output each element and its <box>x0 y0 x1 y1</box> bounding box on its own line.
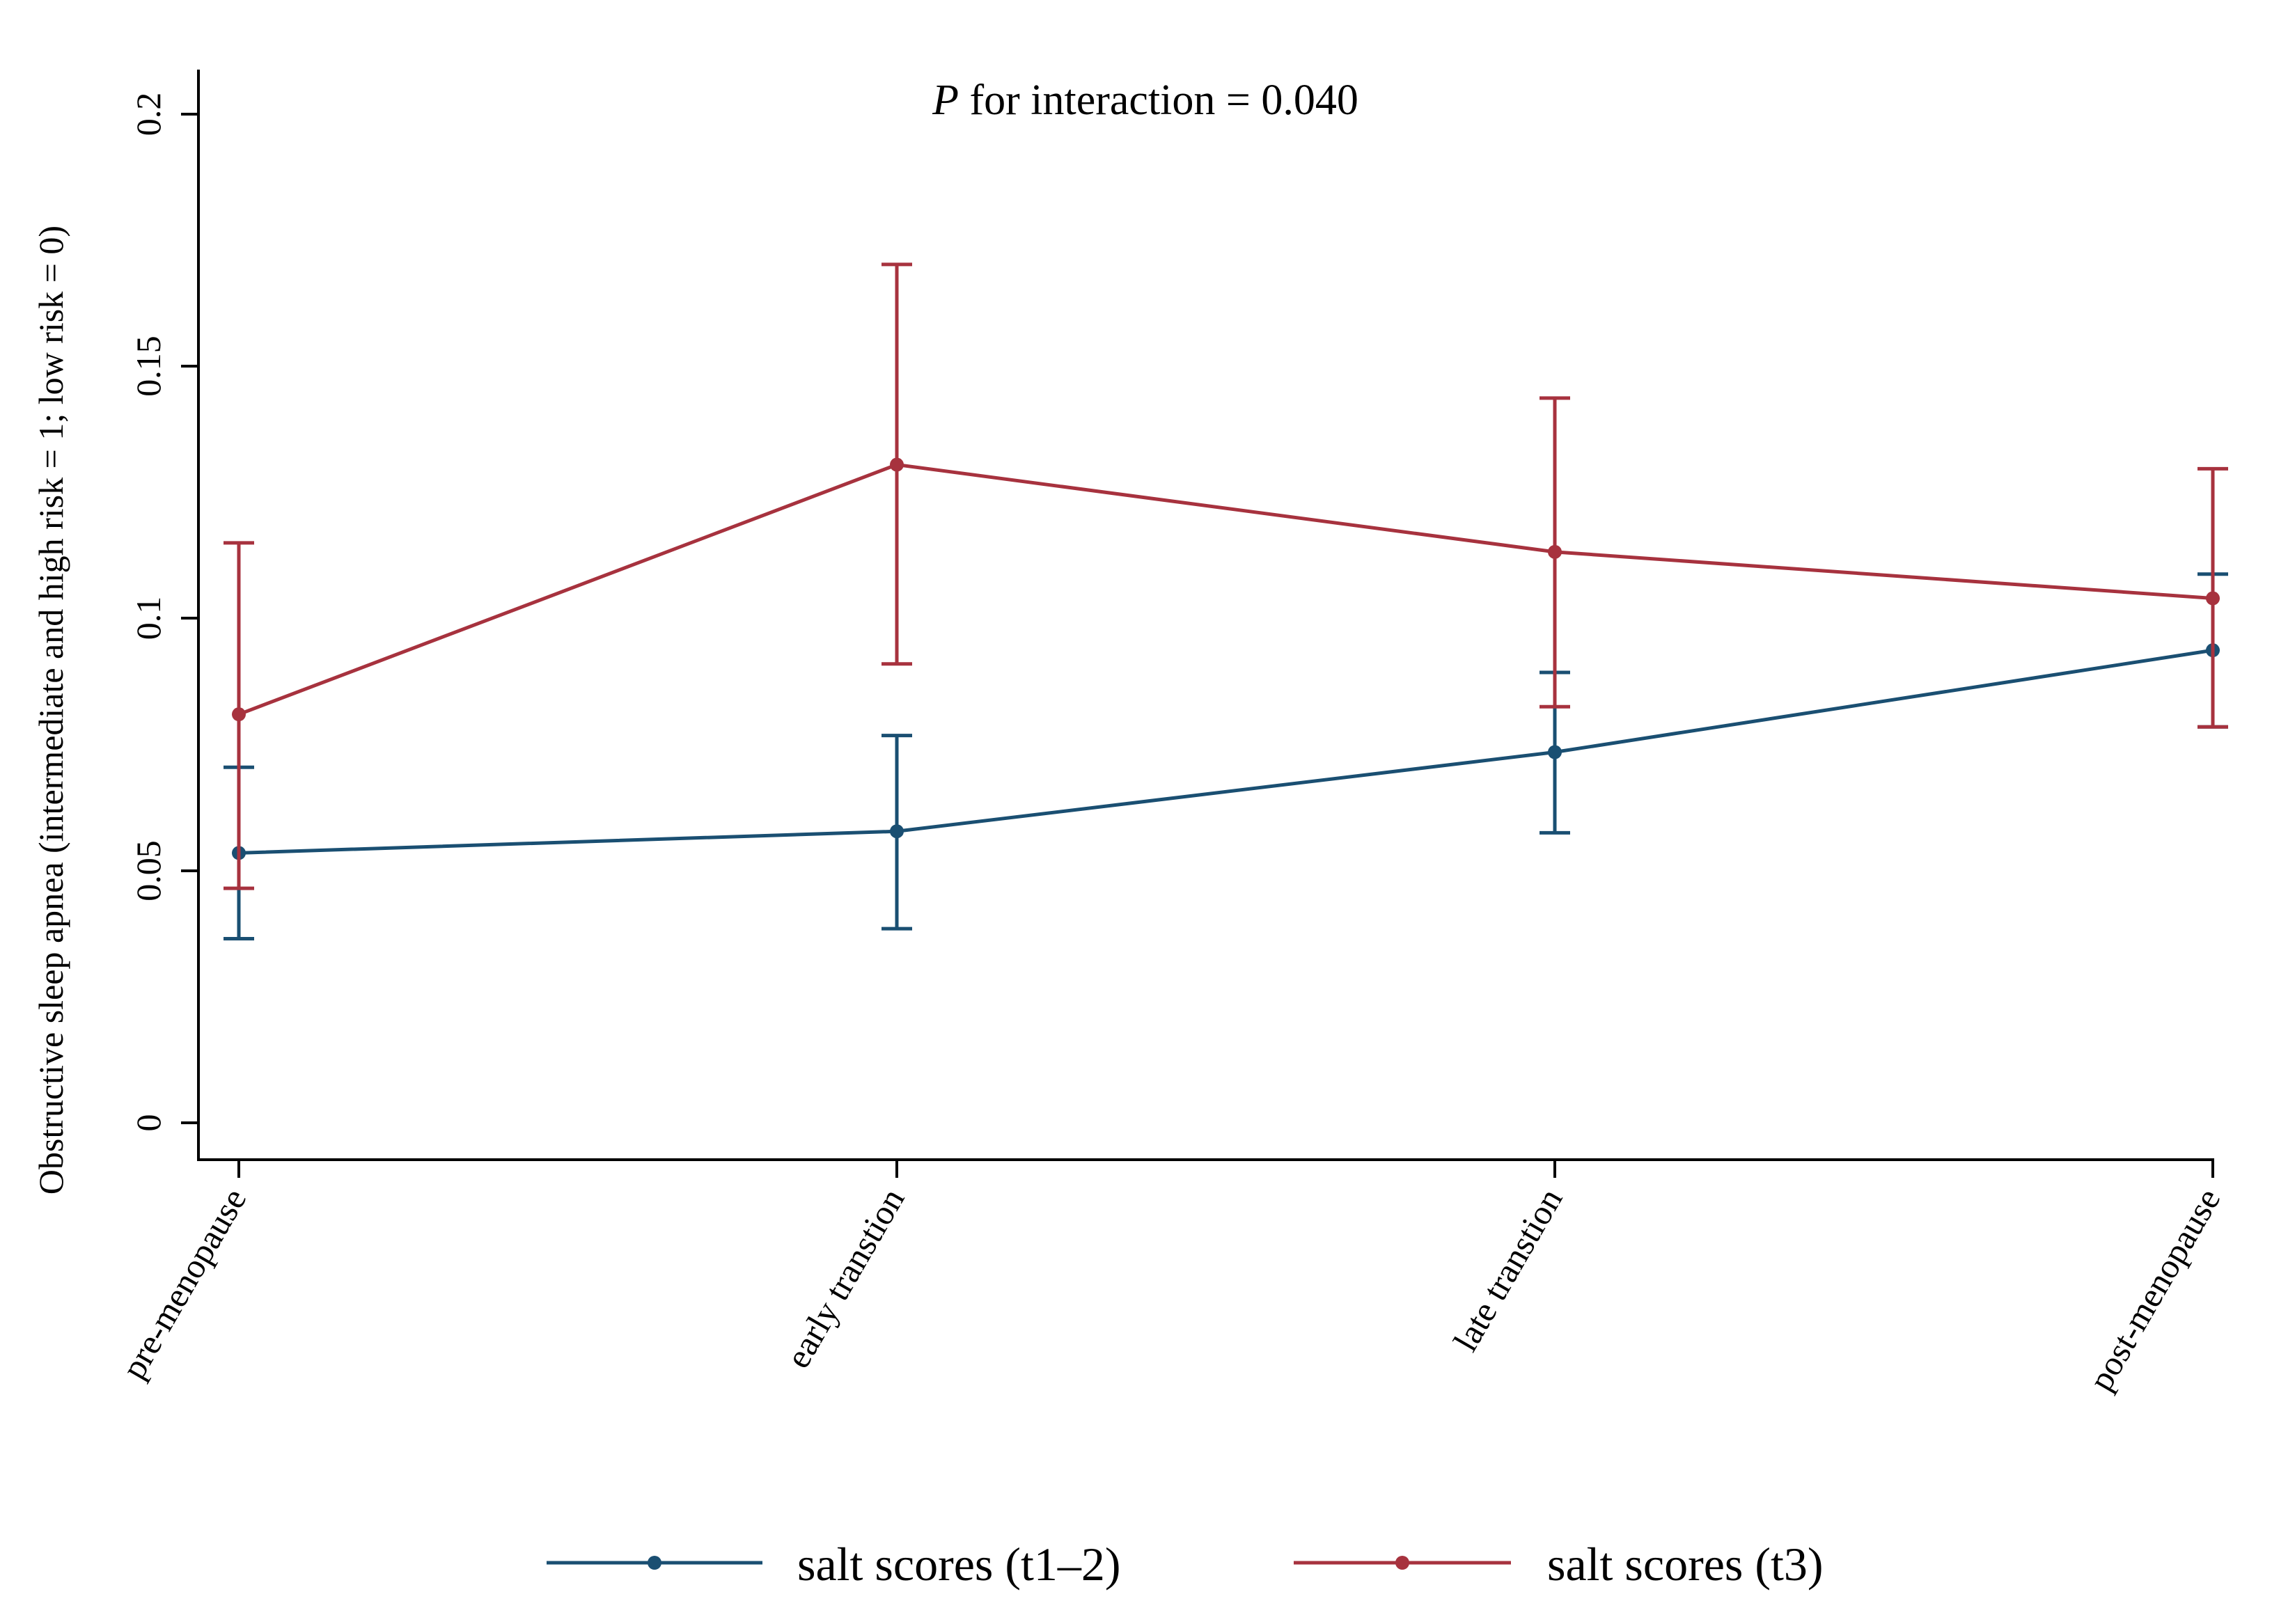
y-tick-label-3: 0.15 <box>129 336 168 397</box>
legend-label-t3: salt scores (t3) <box>1547 1538 1824 1591</box>
point-s1-2 <box>1548 544 1562 559</box>
y-tick-label-0: 0 <box>129 1114 168 1132</box>
point-s1-1 <box>890 457 904 472</box>
y-axis-label: Obstructive sleep apnea (intermediate an… <box>31 226 70 1195</box>
point-s1-0 <box>232 707 246 722</box>
y-tick-label-1: 0.05 <box>129 840 168 901</box>
y-tick-label-2: 0.1 <box>129 597 168 640</box>
point-s1-3 <box>2206 591 2220 606</box>
legend-label-t1-2: salt scores (t1–2) <box>797 1538 1121 1591</box>
x-tick-label-1: early transtion <box>778 1182 911 1375</box>
point-s0-1 <box>890 824 904 839</box>
y-tick-labels: 0 0.05 0.1 0.15 0.2 <box>129 93 168 1132</box>
series-line-0 <box>238 648 2214 855</box>
series-line-1 <box>238 462 2214 716</box>
legend: salt scores (t1–2) salt scores (t3) <box>547 1538 1824 1591</box>
annotation-italic-p: P <box>932 77 959 124</box>
x-ticks <box>237 1160 2214 1178</box>
series-0 <box>224 572 2228 941</box>
y-ticks <box>181 113 198 1124</box>
interaction-annotation: P for interaction = 0.040 <box>932 77 1358 124</box>
x-tick-label-0: pre-menopause <box>113 1182 253 1386</box>
series-layer <box>224 262 2228 941</box>
x-tick-label-2: late transtion <box>1446 1182 1569 1358</box>
annotation-text: for interaction = 0.040 <box>959 77 1358 124</box>
series-1 <box>224 262 2228 890</box>
legend-marker-t1-2 <box>648 1556 661 1570</box>
legend-marker-t3 <box>1395 1556 1409 1570</box>
y-tick-label-4: 0.2 <box>129 93 168 136</box>
x-tick-label-3: post-menopause <box>2081 1182 2228 1397</box>
point-s0-2 <box>1548 745 1562 759</box>
x-tick-labels: pre-menopause early transtion late trans… <box>113 1182 2227 1397</box>
